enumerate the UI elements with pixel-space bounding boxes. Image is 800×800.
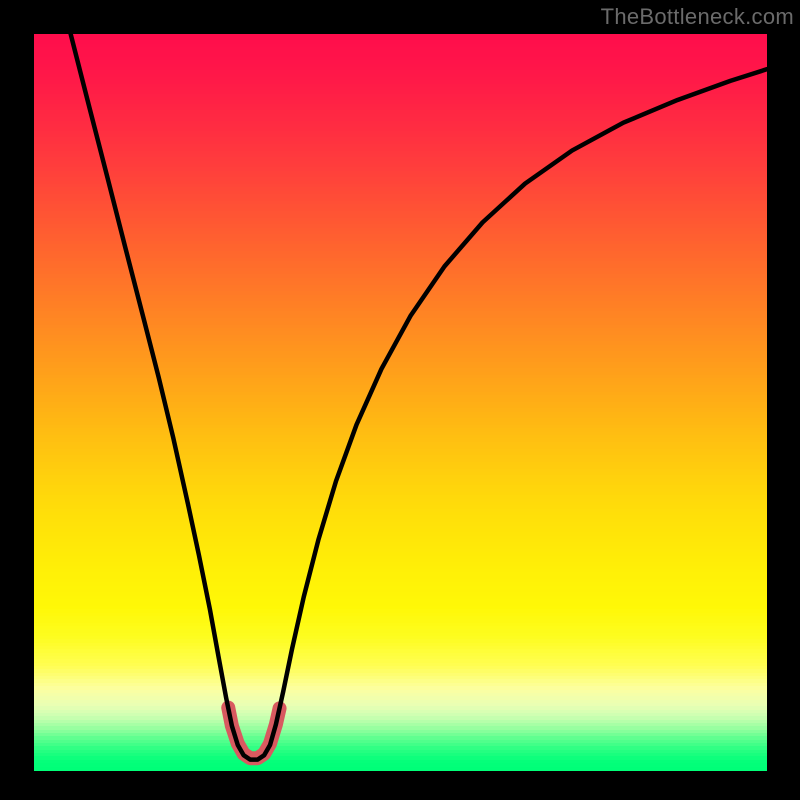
figure: TheBottleneck.com [0, 0, 800, 800]
plot-area [34, 34, 767, 767]
watermark-text: TheBottleneck.com [601, 4, 794, 30]
main-curve [70, 34, 766, 760]
curve-layer [34, 34, 767, 767]
